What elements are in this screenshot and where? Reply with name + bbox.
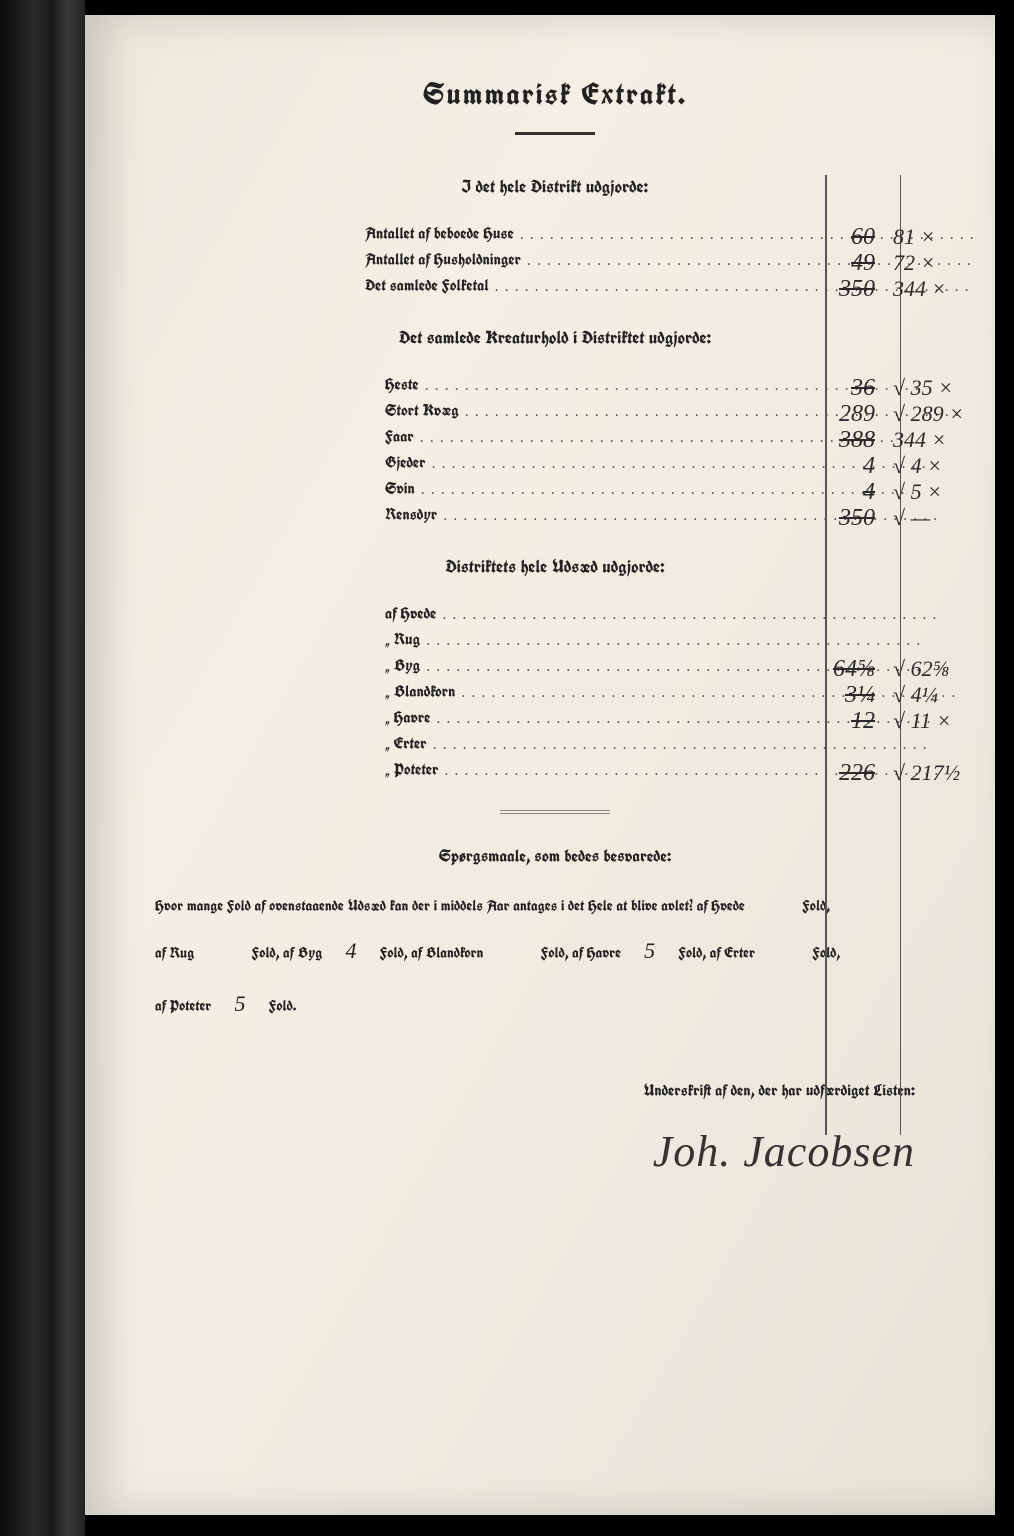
- row-label: af Hvede: [135, 604, 436, 624]
- row-label: Faar: [135, 427, 414, 447]
- questions-body: Hvor mange Fold af ovenstaaende Udsæd ka…: [135, 889, 975, 1031]
- title-underline: [515, 132, 595, 135]
- row-label: Gjeder: [135, 453, 426, 473]
- book-scan: Summarisk Extrakt. I det hele Distrikt u…: [0, 0, 1014, 1536]
- section2-head: Det samlede Kreaturhold i Distriktet udg…: [135, 326, 975, 350]
- value-original: 350: [785, 276, 875, 303]
- value-corrected: √ 5 ×: [885, 479, 975, 505]
- row-label: „ Rug: [135, 630, 420, 650]
- value-corrected: √ 4¼: [885, 682, 975, 708]
- divider-ornament: [500, 810, 610, 814]
- table-row: Antallet af Husholdninger...............…: [135, 250, 975, 270]
- row-label: „ Erter: [135, 734, 427, 754]
- table-row: Antallet af beboede Huse................…: [135, 224, 975, 244]
- row-label: Antallet af Husholdninger: [135, 250, 521, 270]
- table-row: „ Poteter...............................…: [135, 760, 975, 780]
- value-original: 64⅝: [785, 656, 875, 683]
- table-row: Gjeder..................................…: [135, 453, 975, 473]
- row-label: Det samlede Folketal: [135, 276, 489, 296]
- table-row: Rensdyr.................................…: [135, 505, 975, 525]
- section1-head: I det hele Distrikt udgjorde:: [135, 175, 975, 199]
- row-label: „ Blandkorn: [135, 682, 455, 702]
- signature: Joh. Jacobsen: [135, 1126, 975, 1177]
- table-row: Det samlede Folketal....................…: [135, 276, 975, 296]
- value-corrected: √ 35 ×: [885, 375, 975, 401]
- value-original: 4: [785, 453, 875, 480]
- row-label: „ Poteter: [135, 760, 438, 780]
- table-row: „ Blandkorn.............................…: [135, 682, 975, 702]
- row-label: Svin: [135, 479, 415, 499]
- value-corrected: 344 ×: [885, 427, 975, 453]
- value-original: 350: [785, 505, 875, 532]
- row-label: Antallet af beboede Huse: [135, 224, 514, 244]
- value-original: 3¼: [785, 682, 875, 709]
- table-row: af Hvede................................…: [135, 604, 975, 624]
- value-corrected: √ 289 ×: [885, 401, 975, 427]
- value-corrected: √ 217½: [885, 760, 975, 786]
- table-row: „ Rug...................................…: [135, 630, 975, 650]
- blank-poteter: 5: [215, 978, 265, 1031]
- table-row: „ Erter.................................…: [135, 734, 975, 754]
- signature-label: Underskrift af den, der har udfærdiget L…: [135, 1081, 975, 1101]
- value-corrected: √ —: [885, 505, 975, 531]
- section1-rows: Antallet af beboede Huse................…: [135, 224, 975, 296]
- value-original: 49: [785, 250, 875, 277]
- leader-dots: ........................................…: [427, 736, 975, 754]
- value-corrected: √ 62⅝: [885, 656, 975, 682]
- row-label: „ Byg: [135, 656, 420, 676]
- leader-dots: ........................................…: [420, 632, 975, 650]
- value-original: 226: [785, 760, 875, 787]
- value-corrected: √ 4 ×: [885, 453, 975, 479]
- blank-byg: 4: [326, 925, 376, 978]
- page-title: Summarisk Extrakt.: [135, 75, 975, 114]
- row-label: „ Havre: [135, 708, 430, 728]
- section3-rows: af Hvede................................…: [135, 604, 975, 780]
- questions-head: Spørgsmaale, som bedes besvarede:: [135, 844, 975, 867]
- value-original: 4: [785, 479, 875, 506]
- q-lead: Hvor mange Fold af ovenstaaende Udsæd ka…: [155, 897, 745, 916]
- value-original: 12: [785, 708, 875, 735]
- table-row: Heste...................................…: [135, 375, 975, 395]
- value-original: 36: [785, 375, 875, 402]
- row-label: Stort Kvæg: [135, 401, 459, 421]
- value-original: 60: [785, 224, 875, 251]
- value-corrected: 344 ×: [885, 276, 975, 302]
- table-row: Stort Kvæg..............................…: [135, 401, 975, 421]
- table-row: „ Havre.................................…: [135, 708, 975, 728]
- value-original: 289: [785, 401, 875, 428]
- value-original: 388: [785, 427, 875, 454]
- section3-head: Distriktets hele Udsæd udgjorde:: [135, 555, 975, 579]
- column-rule-1: [825, 175, 827, 1135]
- table-row: Svin....................................…: [135, 479, 975, 499]
- leader-dots: ........................................…: [436, 606, 975, 624]
- section2-rows: Heste...................................…: [135, 375, 975, 525]
- book-spine: [0, 0, 85, 1536]
- value-corrected: 72 ×: [885, 250, 975, 276]
- table-row: „ Byg...................................…: [135, 656, 975, 676]
- row-label: Heste: [135, 375, 419, 395]
- row-label: Rensdyr: [135, 505, 437, 525]
- value-corrected: √ 11 ×: [885, 708, 975, 734]
- table-row: Faar....................................…: [135, 427, 975, 447]
- column-rule-2: [900, 175, 901, 1135]
- value-corrected: 81 ×: [885, 224, 975, 250]
- blank-havre: 5: [625, 925, 675, 978]
- document-page: Summarisk Extrakt. I det hele Distrikt u…: [85, 15, 995, 1515]
